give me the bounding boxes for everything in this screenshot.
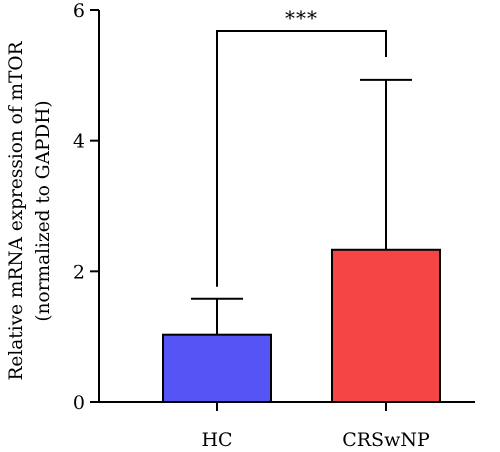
y-axis-label-line-1: Relative mRNA expression of mTOR — [6, 40, 27, 380]
significance-label: *** — [285, 6, 318, 30]
error-bars — [191, 78, 412, 335]
significance-bracket-line — [216, 30, 387, 287]
y-axis-label: Relative mRNA expression of mTOR (normal… — [6, 40, 54, 380]
significance-bracket: *** — [216, 6, 387, 287]
x-tick-label: HC — [201, 429, 232, 451]
y-tick-label: 2 — [73, 261, 85, 283]
bars — [162, 248, 441, 403]
y-tick-labels: 0 2 4 6 — [73, 0, 85, 414]
bar-hc — [162, 333, 272, 403]
x-tick-labels: HC CRSwNP — [201, 429, 430, 451]
y-tick-label: 4 — [73, 131, 85, 153]
y-axis-label-line-2: (normalized to GAPDH) — [33, 100, 54, 321]
bar-crswnp — [331, 248, 441, 403]
y-tick-label: 6 — [73, 0, 85, 22]
x-tick-label: CRSwNP — [342, 429, 430, 451]
y-tick-label: 0 — [73, 392, 85, 414]
